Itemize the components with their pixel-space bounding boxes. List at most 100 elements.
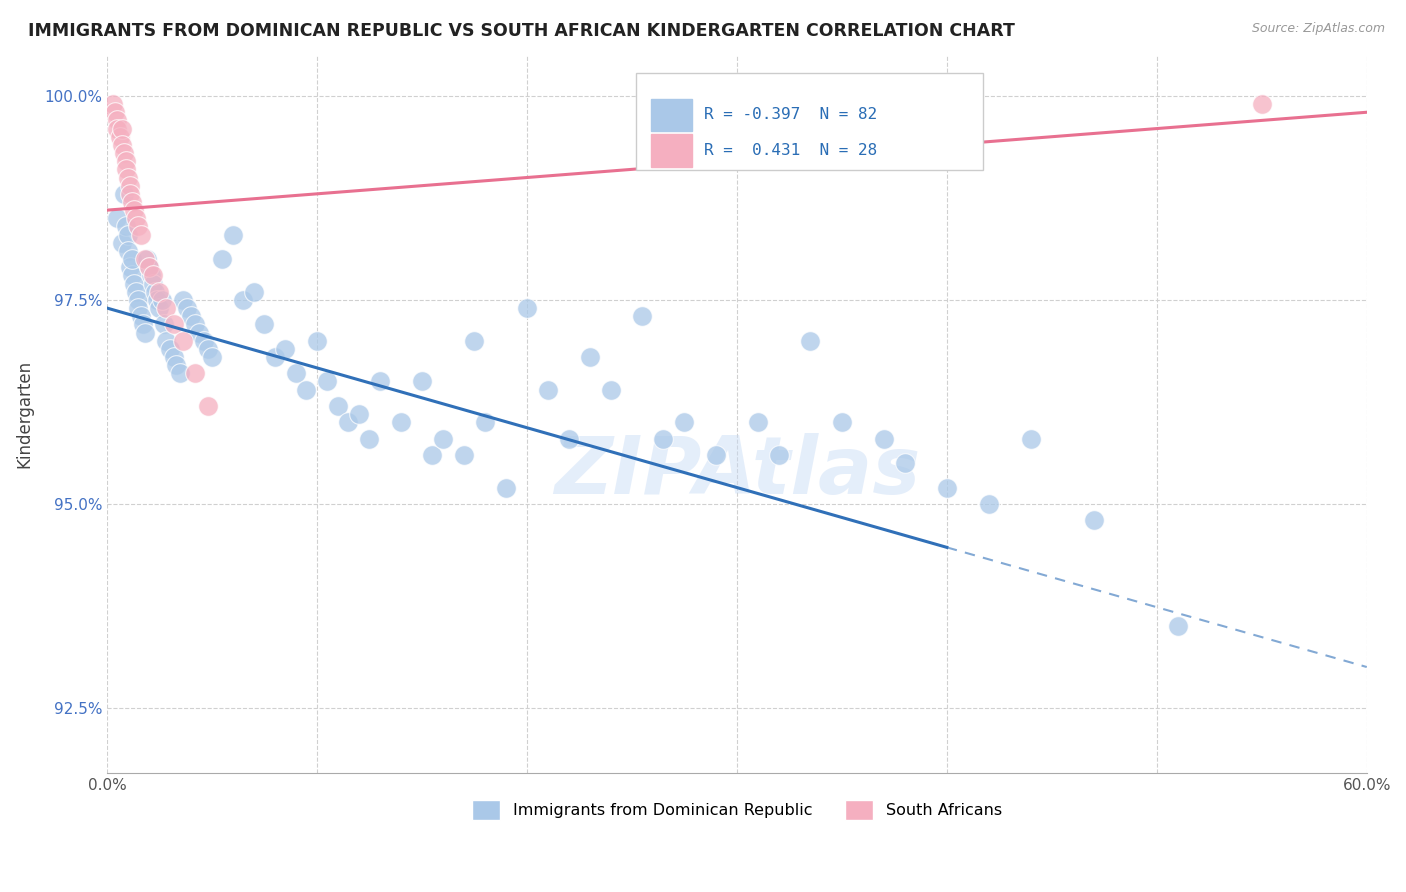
Point xyxy=(1167,619,1189,633)
Point xyxy=(138,260,160,275)
Point xyxy=(747,415,769,429)
Point xyxy=(197,342,219,356)
Point xyxy=(316,375,339,389)
Point xyxy=(127,219,149,234)
Text: Source: ZipAtlas.com: Source: ZipAtlas.com xyxy=(1251,22,1385,36)
Point xyxy=(155,334,177,348)
Point xyxy=(103,97,125,112)
Point xyxy=(165,358,187,372)
Point xyxy=(143,285,166,299)
FancyBboxPatch shape xyxy=(636,73,983,170)
Point xyxy=(148,285,170,299)
Point xyxy=(117,244,139,258)
Point xyxy=(112,186,135,201)
Point xyxy=(894,456,917,470)
Point xyxy=(243,285,266,299)
Point xyxy=(115,154,138,169)
Point xyxy=(264,350,287,364)
Point xyxy=(284,367,307,381)
Text: IMMIGRANTS FROM DOMINICAN REPUBLIC VS SOUTH AFRICAN KINDERGARTEN CORRELATION CHA: IMMIGRANTS FROM DOMINICAN REPUBLIC VS SO… xyxy=(28,22,1015,40)
Point xyxy=(129,309,152,323)
Point xyxy=(129,227,152,242)
Point xyxy=(107,121,129,136)
Point xyxy=(111,235,134,250)
Point xyxy=(134,326,156,340)
Point xyxy=(159,342,181,356)
Point xyxy=(122,277,145,291)
Point xyxy=(112,146,135,161)
Point xyxy=(831,415,853,429)
Y-axis label: Kindergarten: Kindergarten xyxy=(15,360,32,468)
Point xyxy=(873,432,896,446)
Point xyxy=(115,162,138,177)
Point xyxy=(142,268,165,283)
Bar xyxy=(651,99,692,131)
Point xyxy=(120,186,142,201)
Point xyxy=(134,252,156,266)
Point xyxy=(117,170,139,185)
Point xyxy=(253,318,276,332)
Point xyxy=(1019,432,1042,446)
Point xyxy=(104,105,127,120)
Point xyxy=(152,318,174,332)
Point xyxy=(631,309,654,323)
Point xyxy=(125,285,148,299)
Legend: Immigrants from Dominican Republic, South Africans: Immigrants from Dominican Republic, Sout… xyxy=(465,794,1008,826)
Point xyxy=(201,350,224,364)
Point xyxy=(121,252,143,266)
Point xyxy=(411,375,433,389)
Point xyxy=(172,293,194,307)
Point xyxy=(122,203,145,218)
Text: ZIPAtlas: ZIPAtlas xyxy=(554,433,920,510)
Point xyxy=(1083,513,1105,527)
Point xyxy=(197,399,219,413)
Point xyxy=(599,383,621,397)
Point xyxy=(432,432,454,446)
Point xyxy=(193,334,215,348)
Point xyxy=(117,227,139,242)
Point xyxy=(184,367,207,381)
Point xyxy=(108,129,131,144)
Point xyxy=(326,399,349,413)
Point xyxy=(188,326,211,340)
Point xyxy=(120,178,142,193)
Point xyxy=(558,432,581,446)
Point xyxy=(163,350,186,364)
Point xyxy=(579,350,602,364)
Text: R = -0.397  N = 82: R = -0.397 N = 82 xyxy=(704,107,877,122)
Point xyxy=(211,252,233,266)
Point xyxy=(222,227,245,242)
Point xyxy=(131,318,153,332)
Point xyxy=(125,211,148,226)
Point xyxy=(305,334,328,348)
Point xyxy=(337,415,360,429)
Point xyxy=(138,260,160,275)
Point xyxy=(135,252,157,266)
Point xyxy=(347,407,370,421)
Point xyxy=(107,113,129,128)
Point xyxy=(704,448,727,462)
Point xyxy=(172,334,194,348)
Point xyxy=(474,415,496,429)
Point xyxy=(422,448,444,462)
Point xyxy=(673,415,696,429)
Point xyxy=(652,432,675,446)
Point xyxy=(120,260,142,275)
Point xyxy=(295,383,318,397)
Point xyxy=(150,293,173,307)
Point xyxy=(768,448,790,462)
Point xyxy=(935,481,957,495)
Point xyxy=(453,448,475,462)
Point xyxy=(274,342,297,356)
Point xyxy=(368,375,391,389)
Point xyxy=(127,293,149,307)
Point xyxy=(148,301,170,315)
Point xyxy=(516,301,538,315)
Point xyxy=(389,415,412,429)
Point xyxy=(142,277,165,291)
Point xyxy=(977,497,1000,511)
Point xyxy=(537,383,560,397)
Point xyxy=(139,268,162,283)
Point xyxy=(176,301,198,315)
Point xyxy=(495,481,517,495)
